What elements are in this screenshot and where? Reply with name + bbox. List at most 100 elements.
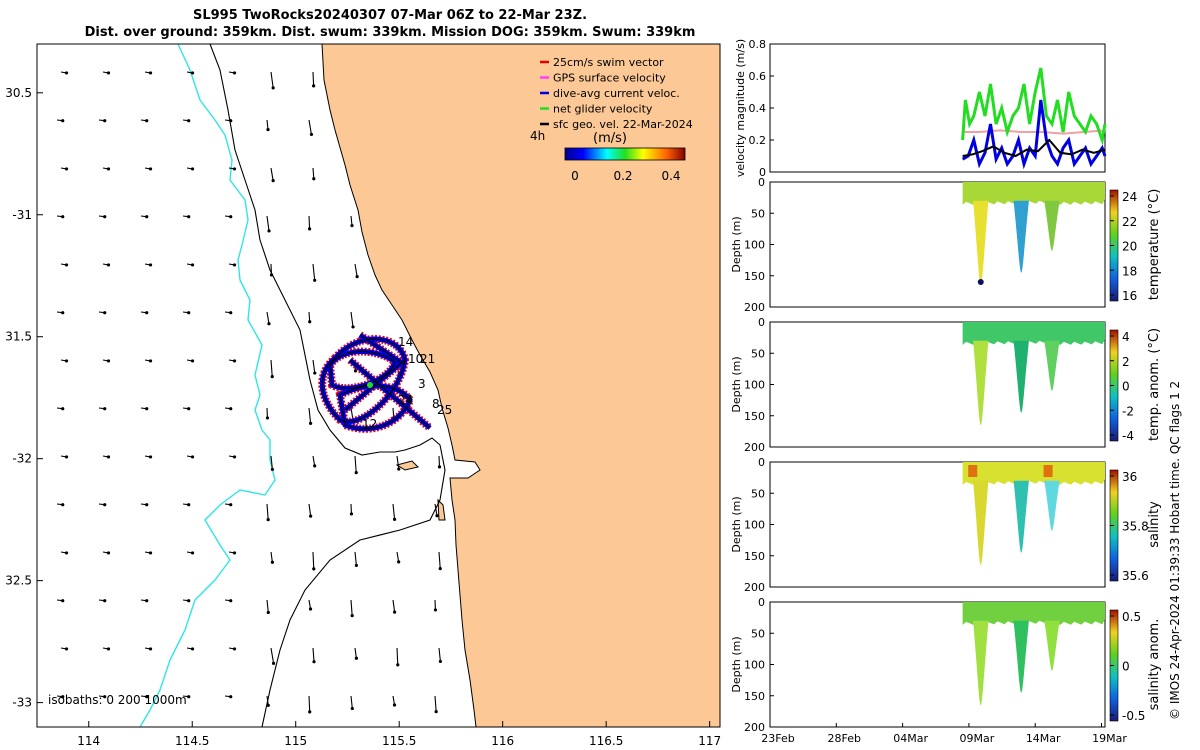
- section-colorbar-label: 24: [1122, 190, 1137, 204]
- current-arrow-head: [267, 229, 271, 233]
- current-arrow: [312, 455, 316, 467]
- section-ytick-label: 0: [758, 316, 765, 329]
- section-profile-dip: [973, 340, 989, 426]
- velocity-series-line: [961, 67, 1107, 146]
- current-arrow-head: [190, 263, 195, 267]
- current-arrow: [312, 263, 316, 281]
- section-colorbar-label: 0.5: [1122, 610, 1141, 624]
- current-arrow: [266, 503, 269, 520]
- current-arrow: [350, 311, 354, 327]
- current-arrow-head: [229, 695, 233, 699]
- current-arrow-head: [187, 599, 191, 603]
- section-colorbar-title: temperature (°C): [1147, 189, 1162, 301]
- section-surface-fringe: [962, 199, 1105, 205]
- section-cold-core: [977, 279, 984, 285]
- legend-label: net glider velocity: [553, 103, 653, 116]
- glider-track: [318, 331, 433, 433]
- current-arrow-head: [61, 119, 65, 123]
- section-surface-fringe: [962, 619, 1105, 625]
- current-arrow: [350, 215, 353, 226]
- section-surface-band: [962, 182, 1105, 200]
- current-arrow-head: [190, 359, 195, 363]
- current-arrow: [354, 455, 357, 473]
- section-colorbar-label: -2: [1122, 404, 1134, 418]
- current-arrow: [308, 119, 312, 135]
- waypoint-label: 14: [398, 335, 413, 349]
- time-xtick-label: 19Mar: [1092, 732, 1127, 745]
- glider-path-line: [329, 350, 396, 389]
- current-arrow-head: [267, 322, 271, 326]
- section-surface-band: [962, 462, 1105, 480]
- current-arrow-head: [355, 275, 359, 279]
- current-arrow-head: [106, 71, 111, 75]
- current-arrow-head: [266, 703, 270, 707]
- current-arrow: [354, 263, 358, 277]
- current-arrow-head: [354, 563, 358, 568]
- current-arrow-head: [433, 608, 438, 612]
- current-arrow-head: [187, 119, 191, 123]
- current-arrow-head: [265, 416, 270, 420]
- current-arrow-head: [393, 610, 397, 614]
- time-xtick-label: 23Feb: [761, 732, 794, 745]
- current-arrow-head: [61, 311, 65, 315]
- isobath-200: [209, 43, 446, 728]
- current-arrow-head: [396, 663, 400, 667]
- current-arrow-head: [438, 567, 442, 571]
- section-ytick-label: 0: [758, 456, 765, 469]
- current-arrow-head: [61, 503, 65, 507]
- map-legend: 25cm/s swim vector GPS surface velocity di…: [540, 56, 693, 131]
- current-arrow-head: [106, 167, 111, 171]
- map-axis-ticks: 114 114.5 115 115.5 116 116.5 117 30.5 -31 31.5 -3…: [5, 86, 721, 748]
- time-axis: 23Feb 28Feb 04Mar 09Mar 14Mar 19Mar: [761, 723, 1127, 745]
- section-colorbar-label: -0.5: [1122, 709, 1145, 723]
- current-arrow: [270, 551, 273, 563]
- current-arrow-head: [232, 647, 237, 651]
- section-colorbar-label: 35.6: [1122, 569, 1149, 583]
- current-arrow-head: [312, 177, 316, 181]
- section-colorbar-label: 4: [1122, 330, 1130, 344]
- current-arrow-head: [229, 599, 233, 603]
- current-arrow-head: [351, 325, 355, 329]
- current-arrow-head: [148, 167, 153, 171]
- legend-label: 25cm/s swim vector: [553, 56, 664, 69]
- current-arrow-head: [103, 503, 107, 507]
- map-xtick-label: 114: [77, 734, 100, 748]
- current-arrow-head: [148, 455, 153, 459]
- section-ytick-label: 150: [744, 270, 765, 283]
- map-island: [437, 498, 446, 521]
- section-surface-fringe: [962, 339, 1105, 345]
- current-arrow: [270, 455, 273, 470]
- current-arrow-head: [106, 551, 111, 555]
- section-profile-dip: [973, 620, 989, 706]
- current-arrow: [266, 311, 270, 324]
- current-arrow: [392, 599, 396, 613]
- current-arrow-head: [232, 551, 237, 555]
- waypoint-label: 21: [420, 352, 435, 366]
- section-profile-dip: [1044, 200, 1060, 251]
- section-ylabel: Depth (m): [730, 496, 743, 552]
- map-land: [321, 43, 721, 728]
- map-xtick-label: 114.5: [175, 734, 209, 748]
- map-ytick-label: -32: [12, 452, 32, 466]
- velocity-ytick-label: 0.6: [749, 70, 767, 83]
- section-colorbar-label: 0: [1122, 660, 1130, 674]
- current-arrow-head: [106, 647, 111, 651]
- section-colorbar-label: 35.8: [1122, 520, 1149, 534]
- current-arrow-head: [270, 560, 274, 564]
- current-arrow-head: [229, 503, 233, 507]
- current-arrow-head: [266, 518, 270, 522]
- current-arrow-head: [312, 84, 316, 88]
- current-arrow-head: [148, 647, 153, 651]
- current-arrow-head: [313, 371, 317, 375]
- chart-title-line-2: Dist. over ground: 359km. Dist. swum: 33…: [84, 25, 696, 40]
- section-profile-dip: [1044, 620, 1060, 671]
- current-arrow-head: [103, 215, 107, 219]
- current-arrow: [266, 215, 270, 231]
- current-arrow-head: [187, 695, 191, 699]
- current-arrow-head: [106, 359, 111, 363]
- current-arrow-head: [271, 86, 275, 90]
- current-arrow-head: [435, 514, 439, 518]
- section-panel: 0 50 100 150 200 Depth (m) 4 2 0 -2 -4 temp. anom. …: [730, 316, 1162, 454]
- speed-colorbar-tick: 0.4: [661, 169, 680, 183]
